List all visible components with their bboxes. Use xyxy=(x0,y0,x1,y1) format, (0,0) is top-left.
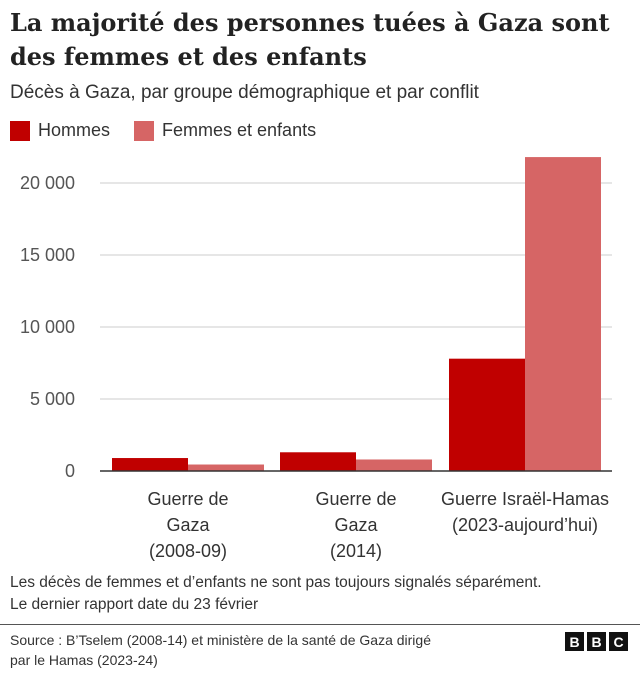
note-line: Les décès de femmes et d’enfants ne sont… xyxy=(10,574,542,591)
legend-label-women-children: Femmes et enfants xyxy=(162,120,317,140)
bar-men xyxy=(449,358,525,471)
x-category-label: Guerre Israël-Hamas (2023-aujourd’hui) xyxy=(441,489,609,535)
source-line: par le Hamas (2023-24) xyxy=(10,652,158,668)
bbc-logo: B B C xyxy=(562,632,628,651)
x-category-label: Guerre de Gaza (2014) xyxy=(315,489,396,561)
bbc-logo-letter: B xyxy=(587,632,606,651)
legend: Hommes Femmes et enfants xyxy=(10,120,340,141)
legend-label-men: Hommes xyxy=(38,120,111,140)
legend-swatch-men xyxy=(10,120,30,141)
bar-women-children xyxy=(188,464,264,471)
bar-women-children xyxy=(356,459,432,471)
source-text: Source : B’Tselem (2008-14) et ministère… xyxy=(10,630,540,670)
y-tick-label: 5 000 xyxy=(30,389,75,409)
legend-item-men: Hommes xyxy=(10,120,110,141)
x-category-label-line: (2008-09) xyxy=(149,541,227,561)
chart-title: La majorité des personnes tuées à Gaza s… xyxy=(10,8,610,71)
chart-note: Les décès de femmes et d’enfants ne sont… xyxy=(10,572,635,616)
y-tick-label: 10 000 xyxy=(20,317,75,337)
bar-men xyxy=(280,452,356,471)
footer-divider xyxy=(0,624,640,625)
bar-men xyxy=(112,458,188,471)
bar-women-children xyxy=(525,157,601,471)
x-category-label-line: Guerre Israël-Hamas xyxy=(441,489,609,509)
bar-chart: 0 5 000 10 000 15 000 20 000 Guerre de Gaza (20… xyxy=(20,157,612,561)
y-tick-label: 0 xyxy=(65,461,75,481)
x-category-label-line: Guerre de xyxy=(315,489,396,509)
legend-swatch-women-children xyxy=(134,120,155,141)
legend-item-women-children: Femmes et enfants xyxy=(134,120,316,141)
x-category-label-line: (2014) xyxy=(330,541,382,561)
x-category-label-line: Gaza xyxy=(166,515,210,535)
x-category-label: Guerre de Gaza (2008-09) xyxy=(147,489,228,561)
x-category-label-line: Gaza xyxy=(334,515,378,535)
chart-subtitle: Décès à Gaza, par groupe démographique e… xyxy=(10,82,479,103)
bbc-logo-letter: B xyxy=(565,632,584,651)
y-tick-label: 15 000 xyxy=(20,245,75,265)
x-category-label-line: Guerre de xyxy=(147,489,228,509)
y-tick-label: 20 000 xyxy=(20,173,75,193)
bbc-logo-letter: C xyxy=(609,632,628,651)
source-line: Source : B’Tselem (2008-14) et ministère… xyxy=(10,632,431,648)
x-category-label-line: (2023-aujourd’hui) xyxy=(452,515,598,535)
note-line: Le dernier rapport date du 23 février xyxy=(10,596,259,613)
